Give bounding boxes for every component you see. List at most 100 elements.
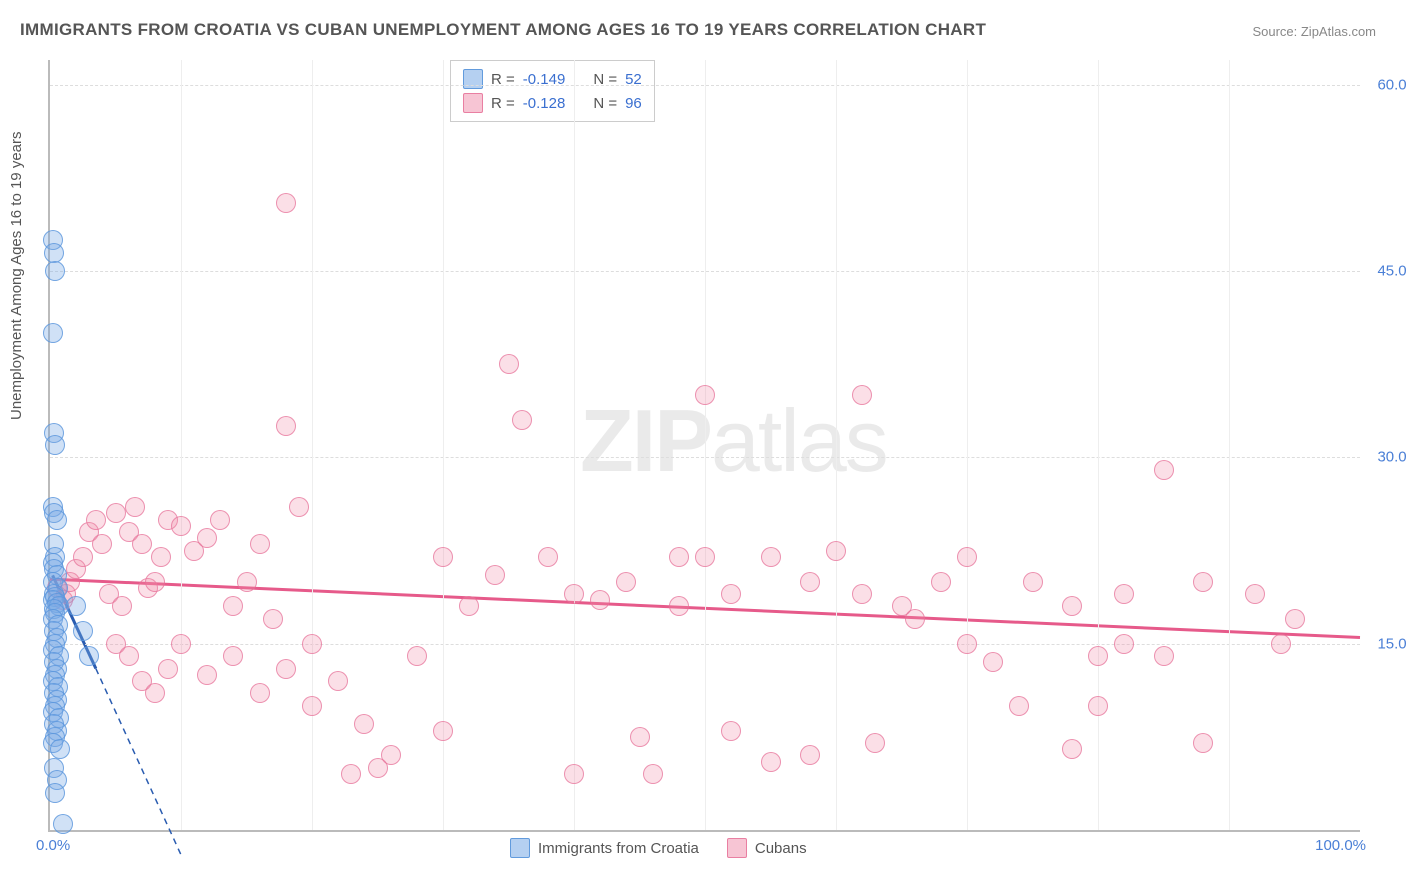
data-point-cubans (92, 534, 112, 554)
series-legend: Immigrants from Croatia Cubans (510, 838, 807, 858)
data-point-cubans (485, 565, 505, 585)
data-point-cubans (1154, 646, 1174, 666)
data-point-cubans (564, 764, 584, 784)
gridline-v (181, 60, 182, 830)
data-point-croatia (44, 243, 64, 263)
source-label: Source: ZipAtlas.com (1252, 24, 1376, 39)
data-point-cubans (1062, 739, 1082, 759)
gridline-v (705, 60, 706, 830)
y-tick-label: 30.0% (1370, 449, 1406, 466)
data-point-cubans (119, 646, 139, 666)
data-point-cubans (1193, 572, 1213, 592)
data-point-croatia (66, 596, 86, 616)
data-point-cubans (1193, 733, 1213, 753)
data-point-cubans (800, 572, 820, 592)
data-point-cubans (1154, 460, 1174, 480)
data-point-cubans (1285, 609, 1305, 629)
data-point-cubans (669, 547, 689, 567)
data-point-cubans (86, 510, 106, 530)
gridline-v (967, 60, 968, 830)
data-point-cubans (250, 683, 270, 703)
data-point-cubans (433, 547, 453, 567)
data-point-cubans (132, 534, 152, 554)
data-point-cubans (171, 634, 191, 654)
data-point-croatia (45, 261, 65, 281)
data-point-croatia (79, 646, 99, 666)
data-point-cubans (302, 696, 322, 716)
data-point-cubans (1114, 584, 1134, 604)
data-point-cubans (643, 764, 663, 784)
data-point-cubans (151, 547, 171, 567)
data-point-cubans (197, 528, 217, 548)
chart-title: IMMIGRANTS FROM CROATIA VS CUBAN UNEMPLO… (20, 20, 986, 40)
data-point-cubans (564, 584, 584, 604)
data-point-cubans (852, 385, 872, 405)
y-tick-label: 15.0% (1370, 635, 1406, 652)
gridline-v (574, 60, 575, 830)
legend-item-croatia: Immigrants from Croatia (510, 838, 699, 858)
data-point-cubans (590, 590, 610, 610)
data-point-cubans (459, 596, 479, 616)
legend-item-cubans: Cubans (727, 838, 807, 858)
swatch-blue-icon (510, 838, 530, 858)
data-point-cubans (616, 572, 636, 592)
data-point-cubans (721, 584, 741, 604)
data-point-croatia (53, 814, 73, 834)
data-point-cubans (1062, 596, 1082, 616)
data-point-cubans (276, 193, 296, 213)
data-point-cubans (852, 584, 872, 604)
data-point-cubans (112, 596, 132, 616)
data-point-cubans (145, 572, 165, 592)
data-point-cubans (865, 733, 885, 753)
data-point-cubans (237, 572, 257, 592)
data-point-croatia (50, 739, 70, 759)
data-point-cubans (983, 652, 1003, 672)
data-point-cubans (328, 671, 348, 691)
data-point-cubans (197, 665, 217, 685)
data-point-croatia (47, 510, 67, 530)
data-point-cubans (250, 534, 270, 554)
gridline-v (1229, 60, 1230, 830)
data-point-cubans (263, 609, 283, 629)
data-point-cubans (800, 745, 820, 765)
scatter-plot: ZIPatlas R = -0.149 N = 52 R = -0.128 N … (48, 60, 1360, 832)
swatch-pink-icon (727, 838, 747, 858)
data-point-cubans (1023, 572, 1043, 592)
data-point-cubans (721, 721, 741, 741)
data-point-cubans (512, 410, 532, 430)
x-tick-max: 100.0% (1315, 837, 1366, 854)
data-point-cubans (931, 572, 951, 592)
y-axis-label: Unemployment Among Ages 16 to 19 years (8, 131, 25, 420)
data-point-cubans (499, 354, 519, 374)
data-point-cubans (1271, 634, 1291, 654)
data-point-cubans (368, 758, 388, 778)
data-point-cubans (145, 683, 165, 703)
data-point-cubans (73, 547, 93, 567)
data-point-cubans (223, 646, 243, 666)
data-point-cubans (158, 659, 178, 679)
data-point-cubans (957, 547, 977, 567)
data-point-cubans (669, 596, 689, 616)
data-point-cubans (1009, 696, 1029, 716)
x-tick-min: 0.0% (36, 837, 70, 854)
data-point-cubans (407, 646, 427, 666)
gridline-v (443, 60, 444, 830)
data-point-cubans (1088, 696, 1108, 716)
data-point-cubans (210, 510, 230, 530)
data-point-cubans (905, 609, 925, 629)
data-point-cubans (761, 752, 781, 772)
data-point-cubans (171, 516, 191, 536)
data-point-cubans (630, 727, 650, 747)
data-point-croatia (45, 783, 65, 803)
data-point-croatia (73, 621, 93, 641)
data-point-cubans (276, 416, 296, 436)
y-tick-label: 45.0% (1370, 263, 1406, 280)
data-point-cubans (302, 634, 322, 654)
y-tick-label: 60.0% (1370, 76, 1406, 93)
data-point-cubans (276, 659, 296, 679)
data-point-cubans (223, 596, 243, 616)
data-point-croatia (43, 323, 63, 343)
data-point-cubans (761, 547, 781, 567)
data-point-cubans (106, 503, 126, 523)
data-point-cubans (695, 385, 715, 405)
